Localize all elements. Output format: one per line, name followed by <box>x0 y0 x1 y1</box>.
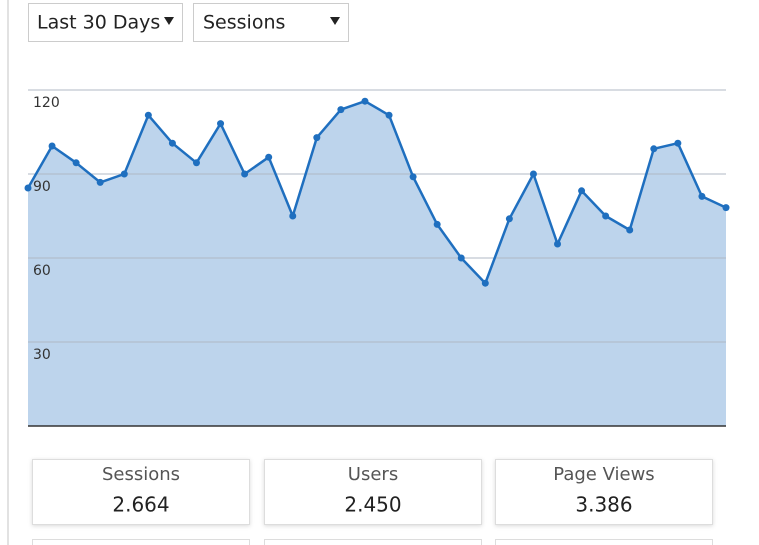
stat-value: 3.386 <box>575 493 632 517</box>
point <box>337 106 345 114</box>
area <box>28 101 726 426</box>
point <box>192 159 200 167</box>
point <box>457 254 465 262</box>
y-tick-label: 90 <box>33 179 51 195</box>
point <box>217 120 225 128</box>
point <box>120 170 128 178</box>
point <box>144 111 152 119</box>
point <box>674 139 682 147</box>
point <box>698 192 706 200</box>
stat-card <box>264 459 482 525</box>
dropdown-box[interactable] <box>28 3 183 42</box>
point <box>313 134 321 142</box>
range-dropdown[interactable]: Last 30 Days <box>28 3 183 42</box>
point <box>96 178 104 186</box>
stat-card-next <box>495 539 713 545</box>
stat-card <box>495 459 713 525</box>
point <box>361 97 369 105</box>
stat-value: 2.664 <box>112 493 169 517</box>
dropdown-arrow <box>164 17 174 25</box>
metric-dropdown[interactable]: Sessions <box>193 3 349 42</box>
point <box>481 279 489 287</box>
stat-card-next <box>264 539 482 545</box>
point <box>602 212 610 220</box>
point <box>529 170 537 178</box>
stat-card-next <box>32 539 250 545</box>
stat-label: Sessions <box>102 464 180 485</box>
y-tick-label: 30 <box>33 347 51 363</box>
point <box>650 145 658 153</box>
point <box>505 215 513 223</box>
stat-card <box>32 459 250 525</box>
dropdown-arrow <box>330 17 340 25</box>
point <box>409 173 417 181</box>
point <box>385 111 393 119</box>
dropdown-text: Last 30 Days <box>37 12 160 34</box>
point <box>289 212 297 220</box>
y-tick-label: 60 <box>33 263 51 279</box>
point <box>722 204 730 212</box>
dropdown-box[interactable] <box>193 3 349 42</box>
point <box>241 170 249 178</box>
point <box>168 139 176 147</box>
point <box>578 187 586 195</box>
line <box>26 99 727 285</box>
point <box>265 153 273 161</box>
point <box>626 226 634 234</box>
point <box>433 220 441 228</box>
stat-value: 2.450 <box>344 493 401 517</box>
stat-label: Page Views <box>553 464 654 485</box>
stats: Sessions 2.664 Users 2.450 Page Views 3.386 <box>32 459 713 545</box>
dropdown-text: Sessions <box>203 12 285 34</box>
chart: 30 60 90 120 <box>24 89 730 427</box>
point <box>554 240 562 248</box>
point <box>72 159 80 167</box>
point <box>48 142 56 150</box>
stat-label: Users <box>348 464 398 485</box>
y-tick-label: 120 <box>33 95 60 111</box>
point <box>24 184 32 192</box>
